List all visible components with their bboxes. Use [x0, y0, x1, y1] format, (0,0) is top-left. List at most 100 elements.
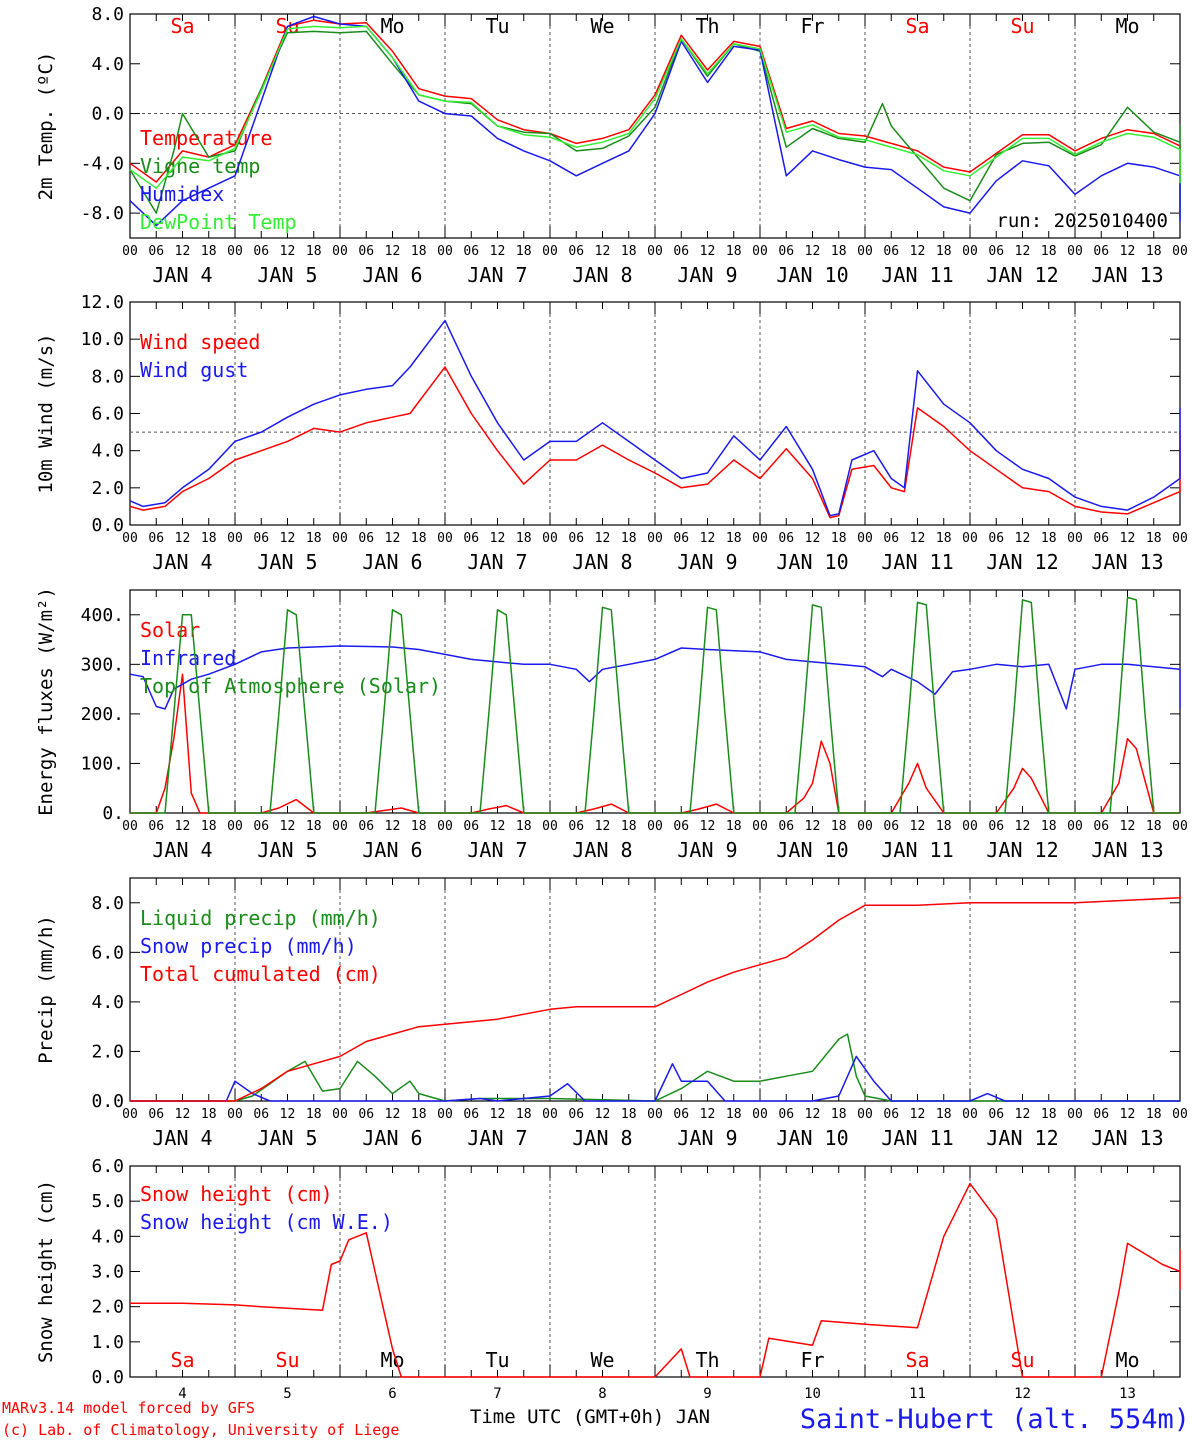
x-day-label: JAN 4 [152, 550, 212, 574]
x-day-number: 13 [1119, 1386, 1136, 1402]
x-hour-label: 00 [752, 531, 768, 546]
x-hour-label: 06 [148, 1107, 164, 1122]
x-hour-label: 12 [280, 244, 296, 259]
series-line [130, 1055, 1180, 1102]
y-tick-label: 300. [81, 654, 124, 675]
y-tick-label: 5.0 [91, 1191, 124, 1212]
y-axis-label: Snow height (cm) [35, 1180, 57, 1363]
run-label: run: 2025010400 [996, 210, 1168, 232]
x-day-number: 6 [388, 1386, 396, 1402]
x-hour-label: 12 [490, 531, 506, 546]
y-tick-label: 0.0 [91, 1367, 124, 1388]
x-hour-label: 18 [411, 531, 427, 546]
y-tick-label: 6.0 [91, 1156, 124, 1177]
day-name: Mo [1115, 14, 1139, 38]
series-line [129, 30, 1181, 220]
x-hour-label: 06 [883, 531, 899, 546]
x-hour-label: 18 [201, 819, 217, 834]
y-tick-label: 6.0 [91, 404, 124, 425]
y-axis-label: Precip (mm/h) [35, 915, 57, 1064]
day-name: We [590, 1348, 614, 1372]
legend-entry: Wind gust [140, 358, 248, 382]
day-name: Fr [800, 1348, 824, 1372]
y-tick-label: 10.0 [81, 329, 124, 350]
x-hour-label: 00 [227, 244, 243, 259]
x-day-label: JAN 7 [467, 838, 527, 862]
x-day-label: JAN 5 [257, 1126, 317, 1150]
x-hour-label: 18 [306, 819, 322, 834]
x-hour-label: 06 [673, 531, 689, 546]
panels: -8.0 -4.0 0.0 4.0 8.0 2m Temp. (ºC) 00 06 12 18 00… [35, 4, 1188, 1402]
x-hour-label: 12 [805, 531, 821, 546]
x-hour-label: 18 [1146, 244, 1162, 259]
x-hour-label: 06 [463, 819, 479, 834]
x-day-label: JAN 12 [986, 838, 1058, 862]
x-hour-label: 06 [358, 244, 374, 259]
y-axis-label: Energy fluxes (W/m²) [35, 587, 57, 816]
x-hour-label: 00 [857, 244, 873, 259]
x-hour-label: 06 [148, 531, 164, 546]
series-line [130, 1182, 1181, 1378]
x-hour-label: 00 [1172, 1107, 1188, 1122]
day-name: Mo [380, 14, 404, 38]
series-line [130, 673, 1180, 814]
x-hour-label: 00 [437, 244, 453, 259]
x-day-label: JAN 4 [152, 1126, 212, 1150]
x-hour-label: 00 [122, 244, 138, 259]
model-credit: MARv3.14 model forced by GFS [2, 1399, 255, 1417]
x-hour-label: 12 [910, 819, 926, 834]
x-hour-label: 12 [1120, 819, 1136, 834]
panel-4: 0.0 2.0 4.0 6.0 8.0 Precip (mm/h) 00 06 12 18 00 06… [35, 877, 1188, 1150]
x-day-label: JAN 11 [881, 263, 953, 287]
x-day-label: JAN 12 [986, 1126, 1058, 1150]
x-hour-label: 18 [831, 819, 847, 834]
y-tick-label: 8.0 [91, 893, 124, 914]
day-name: Mo [1115, 1348, 1139, 1372]
x-hour-label: 18 [936, 531, 952, 546]
day-name: Mo [380, 1348, 404, 1372]
x-hour-label: 00 [1067, 531, 1083, 546]
x-day-label: JAN 5 [257, 550, 317, 574]
day-name: Sa [170, 14, 194, 38]
x-hour-label: 12 [280, 1107, 296, 1122]
x-day-label: JAN 10 [776, 263, 848, 287]
x-hour-label: 00 [647, 1107, 663, 1122]
x-hour-label: 18 [936, 1107, 952, 1122]
x-hour-label: 18 [621, 819, 637, 834]
y-tick-label: 12.0 [81, 292, 124, 313]
x-hour-label: 18 [1041, 531, 1057, 546]
y-tick-label: 0.0 [91, 1091, 124, 1112]
x-hour-label: 06 [883, 819, 899, 834]
x-hour-label: 06 [673, 1107, 689, 1122]
x-hour-label: 18 [621, 1107, 637, 1122]
series-line [129, 25, 1181, 189]
x-hour-label: 12 [490, 1107, 506, 1122]
x-day-label: JAN 7 [467, 263, 527, 287]
x-hour-label: 12 [595, 531, 611, 546]
x-hour-label: 12 [595, 244, 611, 259]
x-hour-label: 06 [358, 819, 374, 834]
x-hour-label: 12 [175, 1107, 191, 1122]
x-day-label: JAN 7 [467, 550, 527, 574]
x-hour-label: 06 [358, 1107, 374, 1122]
x-hour-label: 18 [201, 531, 217, 546]
x-hour-label: 06 [778, 1107, 794, 1122]
x-hour-label: 06 [148, 244, 164, 259]
x-hour-label: 12 [595, 1107, 611, 1122]
x-hour-label: 00 [647, 819, 663, 834]
x-hour-label: 18 [411, 1107, 427, 1122]
y-tick-label: 1.0 [91, 1332, 124, 1353]
x-hour-label: 18 [1041, 244, 1057, 259]
x-hour-label: 00 [962, 531, 978, 546]
x-day-label: JAN 13 [1091, 263, 1163, 287]
x-hour-label: 12 [700, 244, 716, 259]
x-hour-label: 06 [988, 244, 1004, 259]
x-hour-label: 00 [437, 819, 453, 834]
day-name: Th [695, 1348, 719, 1372]
x-hour-label: 06 [463, 244, 479, 259]
x-hour-label: 18 [1146, 531, 1162, 546]
x-day-label: JAN 13 [1091, 838, 1163, 862]
x-day-label: JAN 10 [776, 838, 848, 862]
day-name: Tu [485, 14, 509, 38]
x-hour-label: 06 [1093, 531, 1109, 546]
